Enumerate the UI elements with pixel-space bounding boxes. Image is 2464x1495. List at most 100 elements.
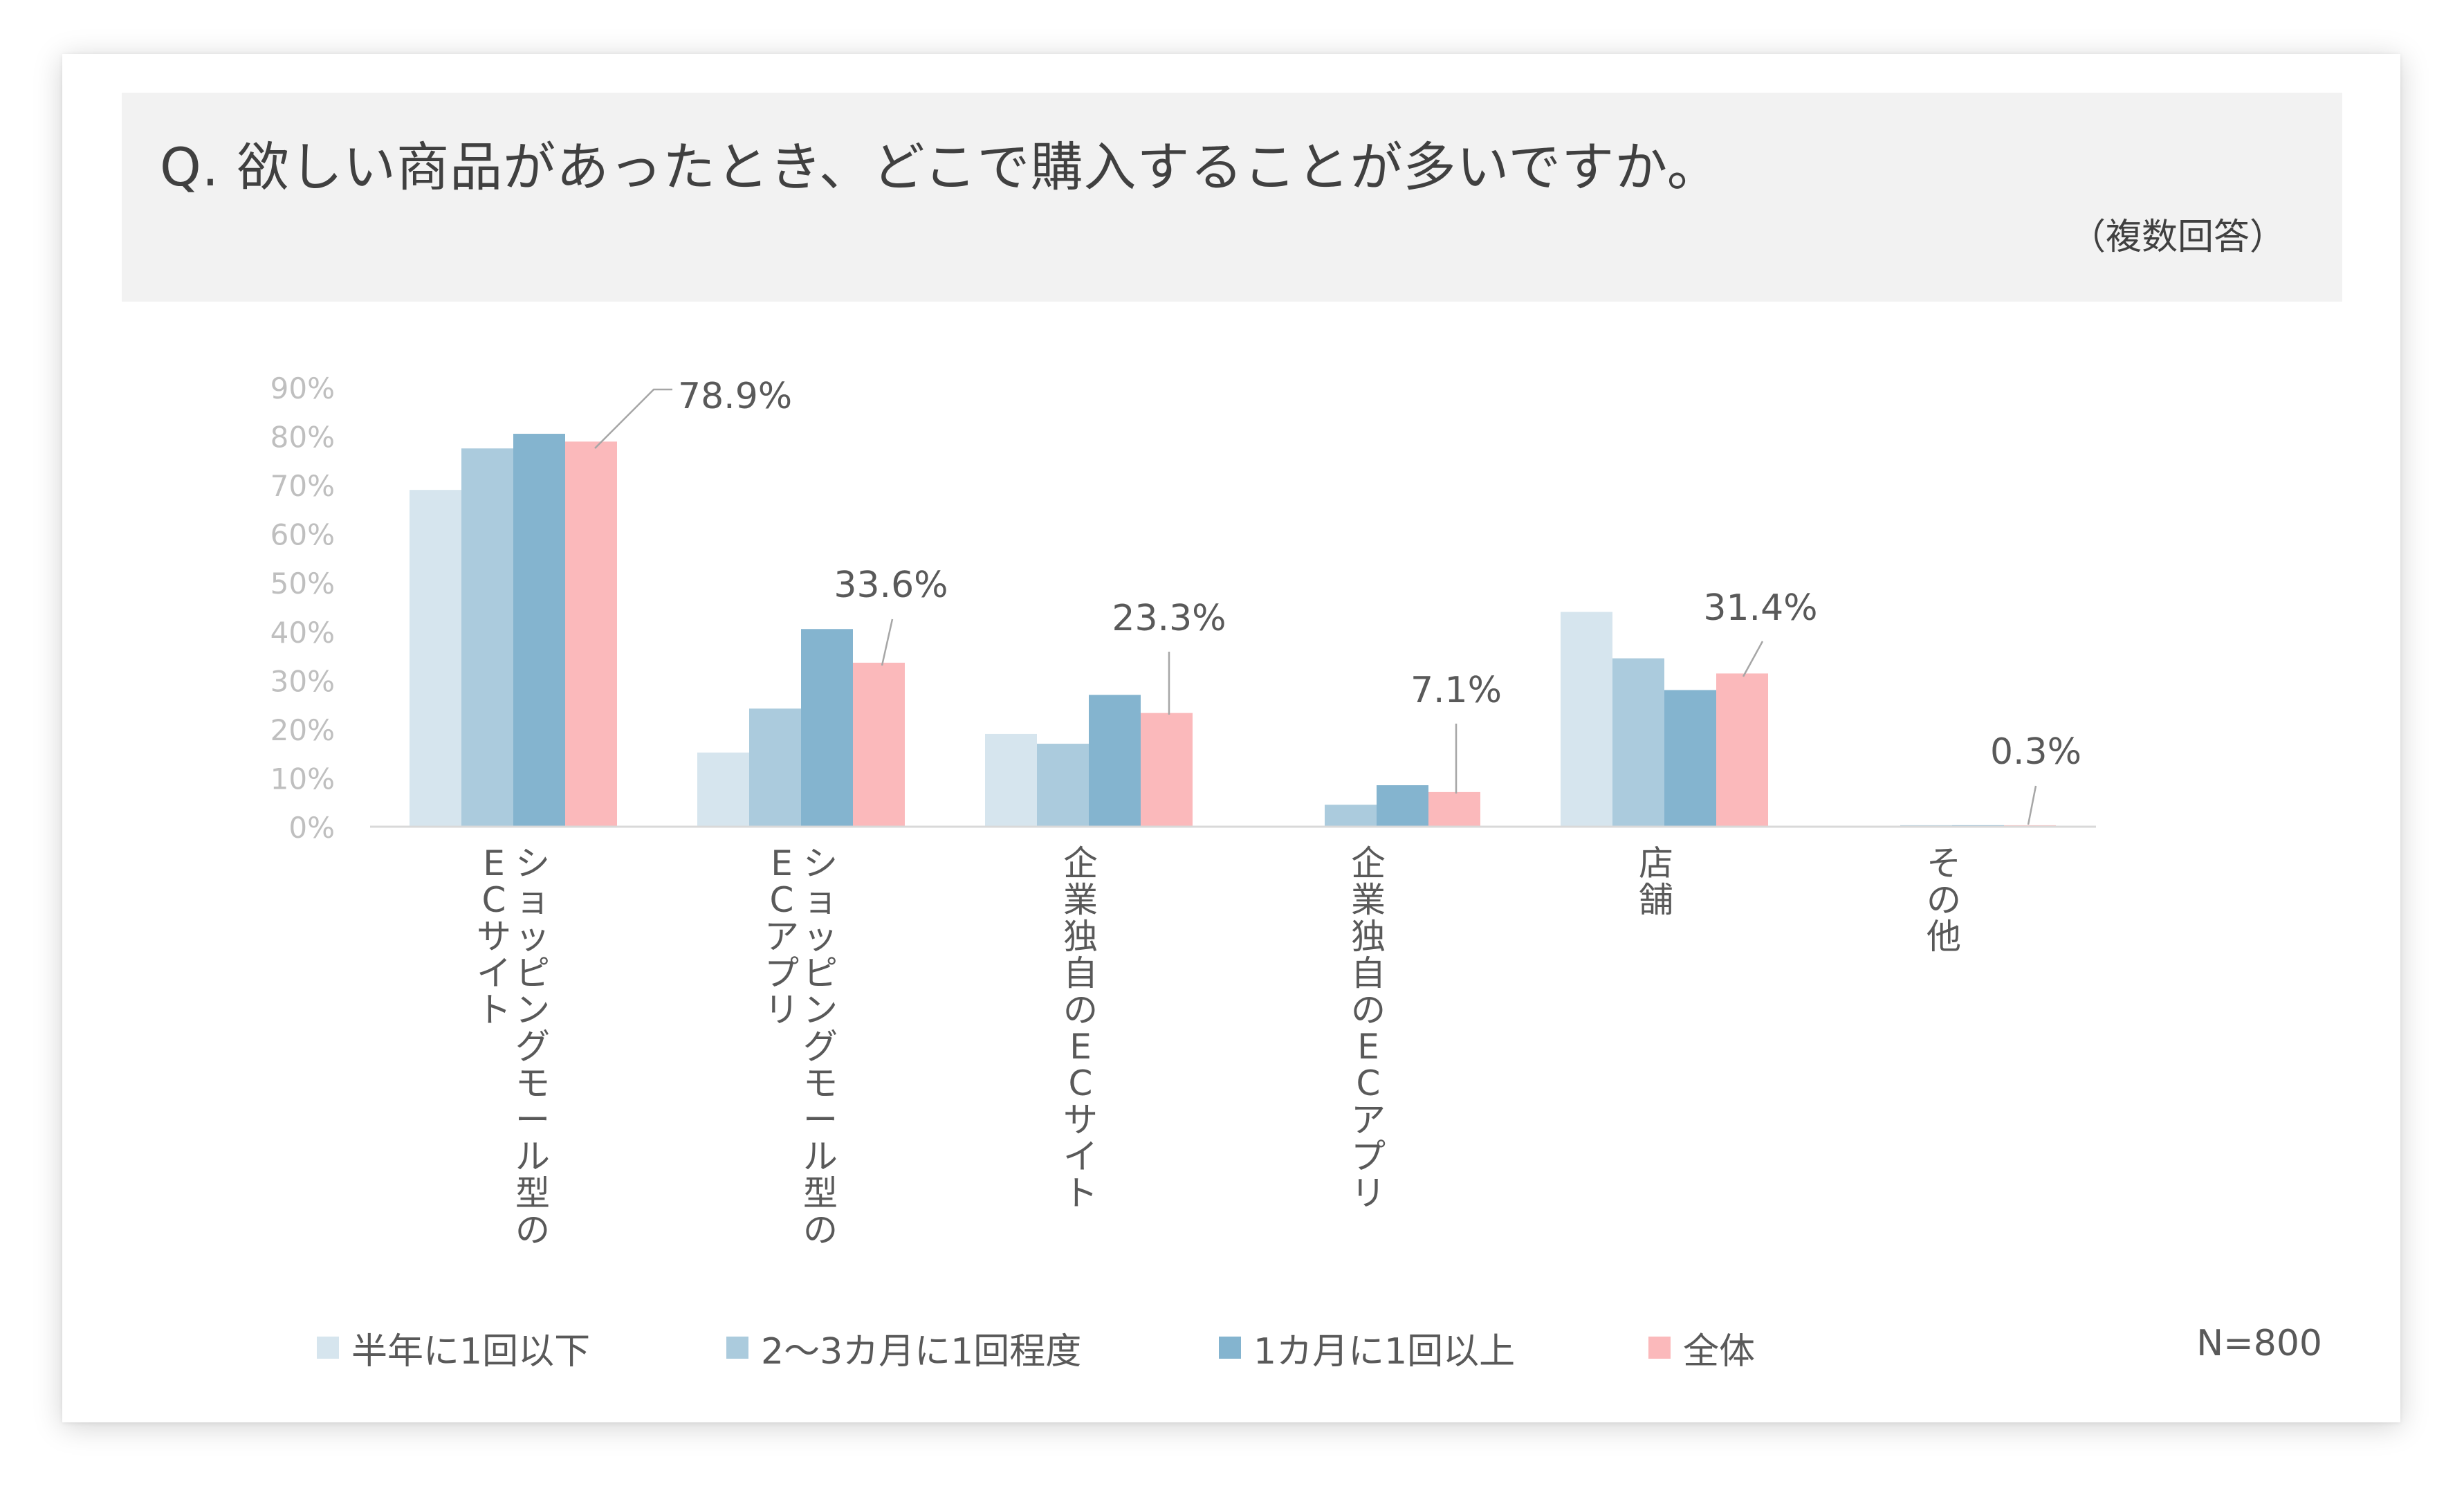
bar	[1612, 658, 1664, 827]
bar	[1377, 785, 1428, 827]
category-label-char: 型	[803, 1173, 838, 1213]
legend-swatch	[317, 1337, 339, 1359]
legend-item: 2〜3カ月に1回程度	[726, 1327, 1081, 1373]
category-label-char: 店	[1639, 843, 1673, 883]
legend-label: 2〜3カ月に1回程度	[761, 1330, 1082, 1373]
bar	[1716, 673, 1768, 827]
bar	[985, 733, 1037, 827]
category-label-char: C	[1069, 1063, 1093, 1103]
bar	[749, 708, 801, 827]
category-label-char: イ	[477, 953, 511, 993]
category-label-char: の	[1927, 880, 1961, 920]
bar	[1141, 713, 1193, 827]
category-label-char: グ	[515, 1027, 550, 1067]
leader-line	[2027, 785, 2037, 825]
bar	[1089, 695, 1141, 827]
category-label-char: ー	[515, 1100, 550, 1140]
legend-swatch	[1648, 1337, 1671, 1359]
category-label-char: ピ	[803, 953, 838, 993]
bar	[801, 629, 853, 827]
category-label-char: ン	[803, 990, 838, 1030]
legend-item: 1カ月に1回以上	[1219, 1327, 1515, 1373]
y-tick-label: 40%	[270, 616, 335, 650]
bar	[853, 662, 905, 827]
leader-line	[1742, 641, 1764, 677]
category-label-char: 業	[1063, 880, 1098, 920]
category-label-char: ル	[803, 1137, 838, 1177]
y-tick-label: 50%	[270, 567, 335, 600]
leader-line	[881, 618, 894, 666]
category-label-char: の	[1351, 990, 1386, 1030]
category-label-char: ピ	[515, 953, 550, 993]
category-label-char: ト	[477, 990, 511, 1030]
category-label-char: ー	[803, 1100, 838, 1140]
category-label-char: モ	[515, 1063, 550, 1103]
category-label-char: C	[770, 880, 794, 920]
bar	[697, 752, 749, 827]
bar	[1428, 791, 1480, 827]
category-label-char: 企	[1063, 843, 1098, 883]
y-tick-label: 30%	[270, 664, 335, 698]
category-label-char: ル	[515, 1137, 550, 1177]
category-label-char: E	[483, 843, 505, 883]
category-label-char: E	[1357, 1027, 1379, 1067]
bar	[513, 434, 565, 827]
category-label-char: 他	[1927, 917, 1961, 957]
bar	[1037, 744, 1089, 827]
category-label-char: ッ	[515, 917, 550, 957]
category-label-char: E	[771, 843, 793, 883]
category-label-char: 独	[1351, 917, 1386, 957]
category-label-char: プ	[1351, 1137, 1386, 1177]
category-label-char: サ	[477, 917, 511, 957]
data-label: 78.9%	[678, 376, 792, 417]
data-label: 0.3%	[1990, 731, 2081, 773]
bar	[1561, 612, 1612, 827]
category-label-char: ン	[515, 990, 550, 1030]
category-label-char: リ	[764, 990, 799, 1030]
legend-swatch	[1219, 1337, 1241, 1359]
legend-item: 全体	[1648, 1327, 1755, 1373]
category-label-char: 企	[1351, 843, 1386, 883]
y-tick-label: 70%	[270, 469, 335, 503]
data-label: 31.4%	[1703, 587, 1817, 629]
category-label-char: C	[482, 880, 506, 920]
category-label-char: 型	[515, 1173, 550, 1213]
legend-label: 全体	[1683, 1330, 1756, 1373]
bar	[565, 441, 617, 827]
question-text: Q. 欲しい商品があったとき、どこで購入することが多いですか。	[160, 136, 1720, 198]
category-label-char: リ	[1351, 1173, 1386, 1213]
category-label-char: ョ	[515, 880, 550, 920]
y-tick-label: 0%	[288, 811, 335, 845]
leader-line	[594, 388, 672, 449]
category-label-char: の	[1063, 990, 1098, 1030]
category-label-char: 独	[1063, 917, 1098, 957]
bar	[1325, 805, 1377, 827]
multiple-answer-note: （複数回答）	[2069, 217, 2286, 258]
category-label-char: モ	[803, 1063, 838, 1103]
category-label-char: の	[515, 1210, 550, 1250]
legend-label: 半年に1回以下	[351, 1330, 591, 1373]
category-label-char: の	[803, 1210, 838, 1250]
legend-swatch	[726, 1337, 748, 1359]
category-label-char: イ	[1063, 1137, 1098, 1177]
legend-item: 半年に1回以下	[317, 1327, 590, 1373]
category-label-char: シ	[803, 843, 838, 883]
category-label-char: 自	[1351, 953, 1386, 993]
category-label-char: ョ	[803, 880, 838, 920]
y-tick-label: 90%	[270, 372, 335, 405]
category-label-char: サ	[1063, 1100, 1098, 1140]
bar	[1664, 690, 1716, 827]
category-label-char: シ	[515, 843, 550, 883]
category-label-char: プ	[764, 953, 799, 993]
legend-label: 1カ月に1回以上	[1253, 1330, 1516, 1373]
category-label-char: E	[1069, 1027, 1092, 1067]
data-label: 33.6%	[834, 565, 948, 606]
category-label-char: ッ	[803, 917, 838, 957]
y-tick-label: 20%	[270, 713, 335, 747]
category-label-char: ト	[1063, 1173, 1098, 1213]
category-label-char: グ	[803, 1027, 838, 1067]
y-tick-label: 60%	[270, 518, 335, 552]
category-label-char: 業	[1351, 880, 1386, 920]
data-label: 7.1%	[1410, 670, 1502, 711]
